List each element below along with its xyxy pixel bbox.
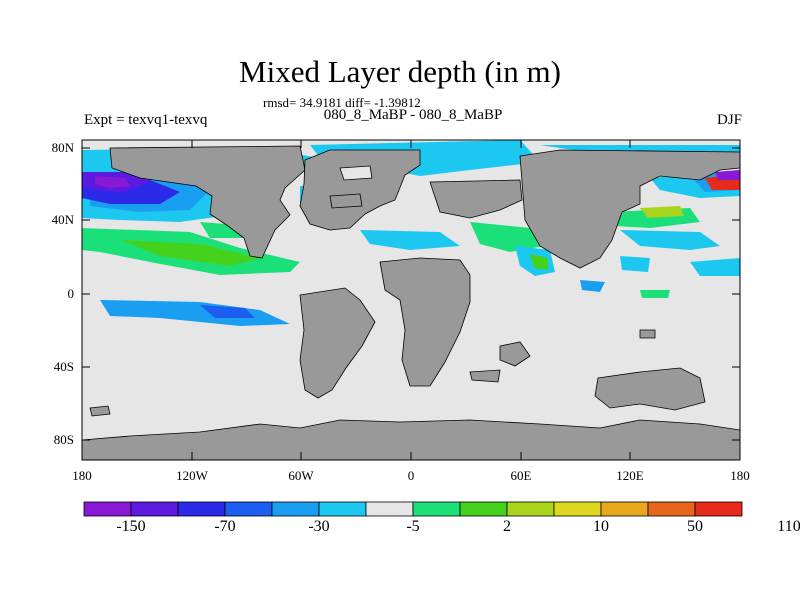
- colorbar-box: [694, 501, 743, 517]
- x-tick-label: 120E: [616, 468, 644, 483]
- y-tick-label: 40S: [53, 359, 74, 374]
- season-label: DJF: [716, 112, 742, 128]
- colorbar-box: [130, 501, 179, 517]
- colorbar-box: [271, 501, 320, 517]
- x-tick-label: 0: [407, 468, 415, 483]
- colorbar-box: [177, 501, 226, 517]
- experiment-label: Expt = texvq1-texvq: [84, 112, 208, 128]
- colorbar-box: [83, 501, 132, 517]
- colorbar-label: -5: [406, 518, 420, 535]
- rmsd-diff-stats: rmsd= 34.9181 diff= -1.39812: [263, 95, 421, 110]
- colorbar-label: -30: [308, 518, 330, 535]
- x-tick-label: 60W: [288, 468, 314, 483]
- y-tick-label: 0: [67, 286, 75, 301]
- colorbar-box: [318, 501, 367, 517]
- colorbar-box: [553, 501, 602, 517]
- x-tick-label: 60E: [510, 468, 532, 483]
- y-tick-label: 80N: [51, 140, 74, 155]
- x-tick-label: 180: [72, 468, 92, 483]
- colorbar-label: -70: [214, 518, 236, 535]
- colorbar: [83, 501, 743, 517]
- colorbar-box: [365, 501, 414, 517]
- land-masses: [82, 145, 740, 460]
- colorbar-label: 10: [593, 518, 609, 535]
- colorbar-box: [224, 501, 273, 517]
- y-tick-label: 80S: [53, 432, 74, 447]
- map-field: [82, 140, 740, 460]
- colorbar-box: [412, 501, 461, 517]
- colorbar-label: 110: [777, 518, 800, 535]
- colorbar-box: [600, 501, 649, 517]
- axis-ticks: [81, 140, 741, 460]
- experiment-names: 080_8_MaBP - 080_8_MaBP: [323, 107, 503, 123]
- colorbar-label: -150: [116, 518, 146, 535]
- plot-title: Mixed Layer depth (in m): [239, 54, 561, 89]
- colorbar-label: 2: [503, 518, 511, 535]
- colorbar-box: [506, 501, 555, 517]
- colorbar-label: 50: [687, 518, 703, 535]
- colorbar-box: [459, 501, 508, 517]
- y-tick-label: 40N: [51, 212, 74, 227]
- x-tick-label: 120W: [176, 468, 208, 483]
- colorbar-box: [647, 501, 696, 517]
- x-tick-label: 180: [730, 468, 750, 483]
